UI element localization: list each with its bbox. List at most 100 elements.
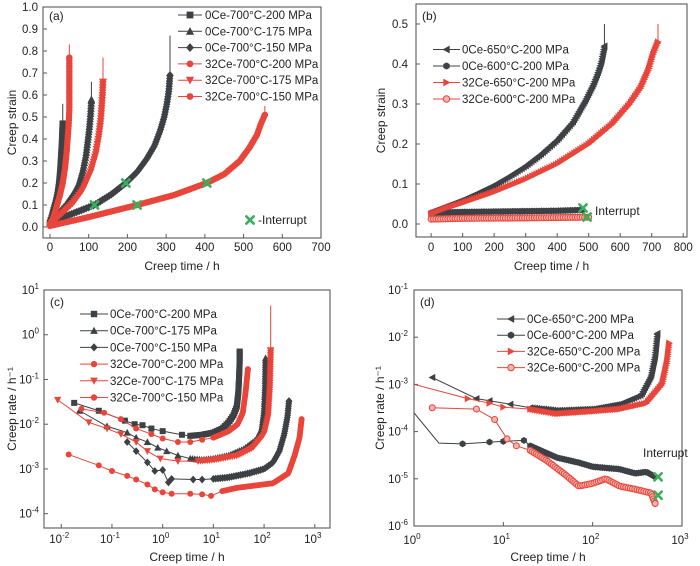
x-tick-label: 10-1 [100, 531, 120, 546]
data-point [199, 436, 206, 443]
data-point [174, 458, 182, 465]
y-tick-label: 1.0 [22, 2, 38, 14]
legend-marker [186, 60, 194, 68]
legend-item: 32Ce-700°C-175 MPa [80, 376, 224, 388]
data-point [428, 404, 436, 412]
series-32ce-700-c-150-mpa [46, 106, 269, 230]
y-tick-label: 0.3 [22, 156, 38, 168]
data-point [143, 448, 151, 455]
tick-label-base: 10 [388, 332, 401, 344]
data-point [159, 428, 166, 435]
y-tick-label: 10-6 [388, 518, 408, 533]
data-point [298, 416, 305, 423]
data-point [108, 468, 115, 475]
tick-label-exponent: 1 [216, 531, 221, 540]
tick-label-base: 10 [304, 534, 317, 546]
data-point [600, 42, 608, 50]
data-point [164, 478, 172, 487]
data-point [655, 38, 662, 46]
legend-marker [443, 62, 450, 70]
x-tick-label: 100 [453, 242, 472, 254]
legend-item: 32Ce-700°C-175 MPa [178, 75, 319, 87]
data-point [78, 405, 85, 412]
panel-label: (c) [50, 295, 64, 309]
data-point [198, 475, 206, 484]
data-point [491, 416, 499, 424]
legend-marker [90, 326, 98, 334]
panel-b-strain-600-650C: 0 100 200 300 400 500 600 700 800 0.0 0.1 0.2 0.3 0.4… [374, 3, 693, 273]
data-point [159, 435, 166, 442]
interrupt-marker [89, 200, 100, 210]
legend-marker [507, 331, 515, 339]
data-point [159, 466, 167, 474]
legend-marker [185, 76, 195, 85]
data-point [159, 489, 166, 496]
data-point [244, 366, 251, 373]
x-axis-title: Creep time / h [144, 259, 219, 273]
interrupt-marker [653, 490, 663, 501]
y-tick-label: 100 [22, 327, 40, 342]
legend-label: 32Ce-700°C-200 MPa [205, 59, 319, 71]
tick-label-base: 10 [388, 285, 401, 297]
data-point [163, 447, 171, 455]
legend-item: 0Ce-650°C-200 MPa [497, 314, 634, 326]
tick-label-base: 10 [19, 419, 32, 431]
legend-label: 0Ce-700°C-200 MPa [205, 10, 312, 22]
interrupt-cross-stroke [201, 178, 212, 188]
legend-item: 32Ce-700°C-150 MPa [178, 92, 319, 104]
data-point [156, 455, 164, 463]
legend-marker [186, 43, 194, 53]
x-tick-label: 102 [253, 531, 271, 546]
data-point [103, 425, 111, 433]
data-point [503, 435, 511, 443]
tick-label-exponent: -1 [401, 282, 409, 291]
data-point [143, 458, 151, 467]
y-tick-label: 10-4 [388, 424, 408, 439]
x-tick-label: 800 [674, 242, 693, 254]
data-point [99, 78, 107, 86]
data-point [500, 403, 508, 411]
tick-label-exponent: -1 [113, 531, 121, 540]
y-tick-label: 0.4 [392, 59, 409, 71]
legend-label: 32Ce-600°C-200 MPa [527, 363, 641, 375]
legend-item: 0Ce-600°C-200 MPa [497, 330, 634, 342]
data-point [59, 120, 66, 127]
interrupt-marker [132, 200, 142, 210]
legend-marker [90, 343, 98, 352]
data-point [285, 397, 293, 405]
data-point [187, 439, 194, 446]
x-axis-ticks: 100 101 102 103 [403, 522, 689, 547]
plot-area [46, 35, 269, 230]
x-tick-label: 0 [47, 242, 53, 254]
data-point [132, 447, 140, 456]
legend-label: 32Ce-700°C-150 MPa [110, 393, 224, 405]
tick-label-exponent: 0 [165, 531, 170, 540]
panel-a-strain-700C: 0 100 200 300 400 500 600 700 0.0 0.1 0.2 0.3 0.4 0.5… [5, 2, 331, 273]
series-32ce-650-c-200-mpa [414, 339, 674, 418]
tick-label-base: 10 [49, 534, 62, 546]
tick-label-exponent: 0 [416, 532, 421, 541]
x-tick-label: 200 [485, 242, 504, 254]
interrupt-cross-stroke [120, 178, 131, 188]
y-tick-label: 10-4 [19, 506, 39, 521]
data-point [139, 422, 146, 429]
data-point [168, 474, 176, 483]
data-point [208, 492, 215, 499]
data-point [666, 339, 674, 347]
interrupt-annotation: -Interrupt [258, 213, 307, 227]
tick-label-exponent: 2 [266, 531, 271, 540]
legend-item: 0Ce-600°C-200 MPa [433, 61, 569, 73]
tick-label-exponent: 1 [506, 532, 511, 541]
interrupt-marker [120, 178, 131, 188]
panel-c-rate-700C: 10-2 10-1 100 101 102 10310-410-310-210-11001… [5, 282, 331, 564]
legend-label: 32Ce-700°C-175 MPa [205, 75, 319, 87]
legend: 0Ce-650°C-200 MPa 0Ce-600°C-200 MPa 32Ce-6… [497, 314, 641, 375]
data-point [174, 439, 181, 446]
series-32ce-700-c-150-mpa [65, 416, 305, 499]
y-axis-title: Creep strain [5, 90, 19, 155]
data-point [267, 347, 275, 355]
panel-d-rate-600-650C: 100 101 102 10310-610-510-410-310-210-1Cree… [373, 282, 689, 564]
interrupt-cross-stroke [245, 215, 255, 225]
legend-marker [186, 93, 194, 100]
